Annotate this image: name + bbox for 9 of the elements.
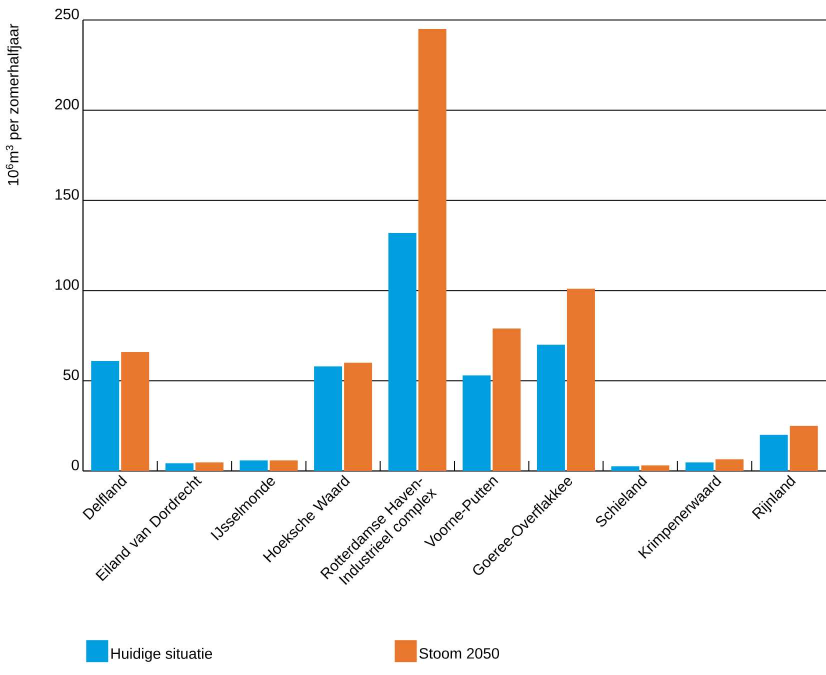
y-tick-label: 100 [56,279,79,290]
y-tick-label: 150 [56,189,79,200]
y-tick-label: 200 [55,98,79,110]
y-tick-label: 250 [55,8,79,20]
y-tick-label: 0 [72,460,79,470]
legend-label: Huidige situatie [111,648,212,662]
y-tick-label: 50 [63,369,79,380]
y-axis-title: 10$^{6}$m$^{3}$ per zomerhalfjaar [6,24,22,186]
legend-label: Stoom 2050 [419,648,500,659]
